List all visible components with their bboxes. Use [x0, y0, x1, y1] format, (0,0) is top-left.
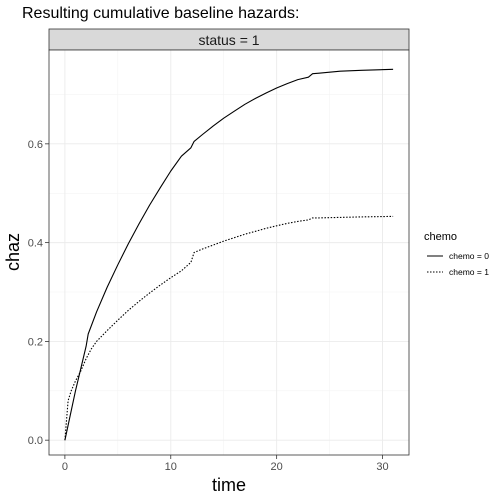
y-tick-label: 0.6	[28, 139, 43, 151]
x-axis-title: time	[212, 475, 246, 495]
y-tick-label: 0.2	[28, 336, 43, 348]
legend-label-chemo-0: chemo = 0	[449, 251, 489, 261]
grid-major	[49, 50, 409, 455]
legend-label-chemo-1: chemo = 1	[449, 267, 489, 277]
series-line-chemo-0	[64, 68, 394, 441]
x-tick-label: 0	[62, 461, 68, 473]
facet-label: status = 1	[198, 32, 259, 48]
x-tick-label: 30	[376, 461, 388, 473]
y-tick-label: 0.0	[28, 435, 43, 447]
x-tick-label: 10	[165, 461, 177, 473]
legend: chemo chemo = 0 chemo = 1	[424, 231, 489, 277]
y-axis-title: chaz	[3, 233, 23, 271]
series-line-chemo-1	[64, 215, 394, 441]
chart-title: Resulting cumulative baseline hazards:	[22, 5, 299, 22]
plot-border	[48, 49, 410, 456]
plot-panel	[49, 50, 409, 455]
y-axis: 0.0 0.2 0.4 0.6	[28, 139, 49, 447]
legend-title: chemo	[424, 231, 457, 243]
series-layer	[64, 68, 394, 441]
x-axis: 0 10 20 30	[62, 455, 389, 473]
x-tick-label: 20	[271, 461, 283, 473]
y-tick-label: 0.4	[28, 238, 43, 250]
grid-minor	[49, 50, 409, 455]
